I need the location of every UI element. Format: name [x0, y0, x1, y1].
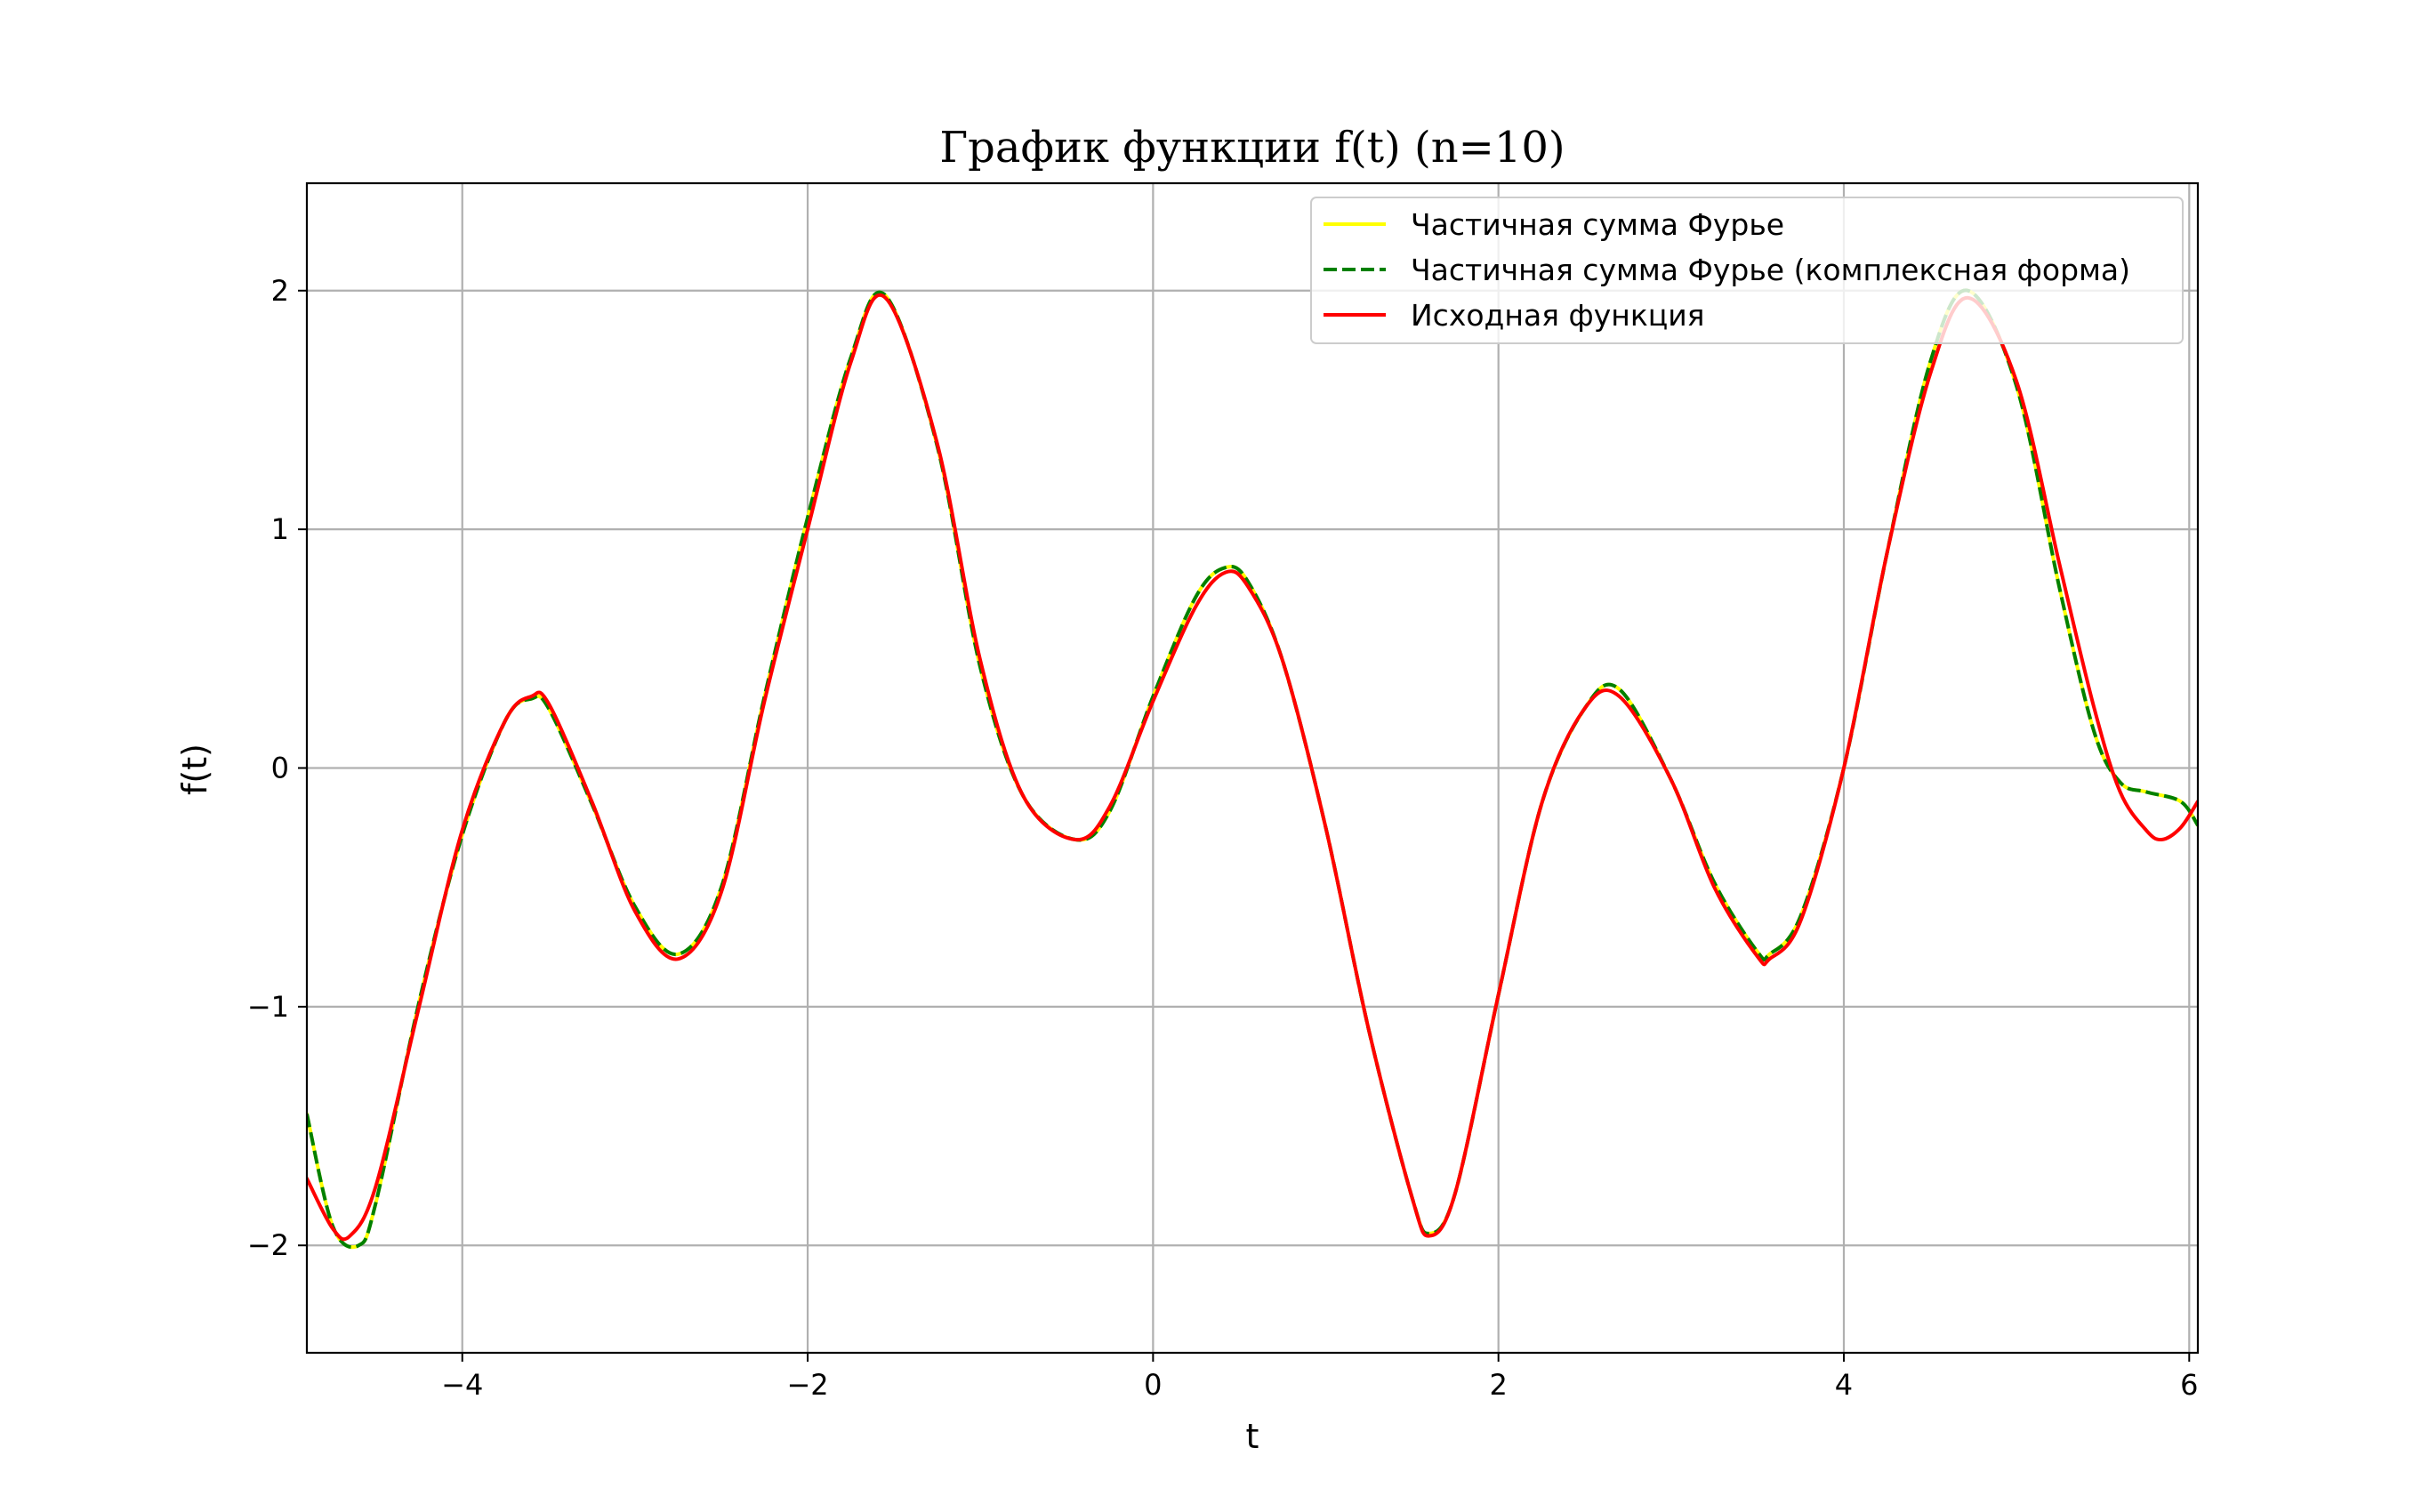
y-axis-label: f(t)	[175, 744, 214, 795]
legend-label-fourier: Частичная сумма Фурье	[1411, 207, 1784, 242]
x-tick-label: 4	[1835, 1368, 1853, 1402]
series-line-original	[307, 294, 2198, 1242]
y-tick-label: 0	[271, 752, 289, 785]
legend-frame	[1310, 197, 2184, 344]
legend-label-original: Исходная функция	[1411, 298, 1705, 333]
legend: Частичная сумма Фурье Частичная сумма Фу…	[1310, 197, 2184, 344]
y-tick-label: −1	[247, 990, 289, 1024]
x-axis-label: t	[1246, 1417, 1259, 1456]
chart-title: График функции f(t) (n=10)	[939, 123, 1565, 173]
series-layer	[307, 288, 2198, 1250]
x-tick-label: 2	[1489, 1368, 1507, 1402]
x-tick-label: 6	[2180, 1368, 2198, 1402]
x-tick-label: −2	[786, 1368, 828, 1402]
y-tick-label: 1	[271, 512, 289, 546]
legend-label-complex: Частичная сумма Фурье (комплексная форма…	[1411, 253, 2130, 287]
x-tick-label: −4	[441, 1368, 483, 1402]
x-tick-label: 0	[1144, 1368, 1162, 1402]
tick-layer: −4 −2 0 2 4 6 −2 −1 0 1 2	[247, 274, 2199, 1402]
y-tick-label: −2	[247, 1228, 289, 1262]
y-tick-label: 2	[271, 274, 289, 308]
